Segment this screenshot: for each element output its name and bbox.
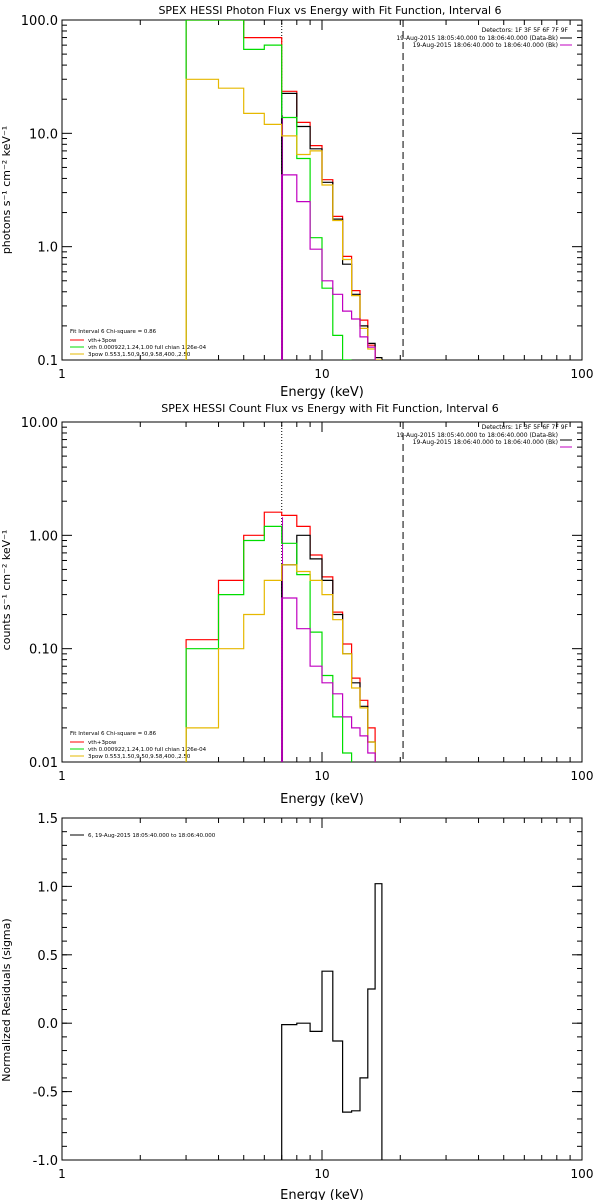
photon-flux-panel: SPEX HESSI Photon Flux vs Energy with Fi… xyxy=(0,4,593,400)
residuals-xlabel: Energy (keV) xyxy=(280,1188,364,1200)
photon-flux-y-tick-label: 100.0 xyxy=(21,14,58,29)
photon-flux-y-tick-label: 0.1 xyxy=(37,354,58,369)
count-flux-x-tick-label: 100 xyxy=(571,769,594,783)
residuals-y-tick-label: -0.5 xyxy=(33,1086,58,1101)
residuals-series-0 xyxy=(281,883,383,1160)
photon-flux-ylabel: photons s⁻¹ cm⁻² keV⁻¹ xyxy=(0,126,13,254)
residuals-panel: Energy (keV) Normalized Residuals (sigma… xyxy=(0,812,593,1200)
residuals-x-tick-label: 100 xyxy=(571,1167,594,1181)
count-flux-series-4 xyxy=(281,597,376,762)
count-flux-y-tick-label: 10.00 xyxy=(21,416,58,431)
count-flux-y-tick-label: 1.00 xyxy=(29,529,58,544)
count-flux-detectors: Detectors: 1F 3F 5F 6F 7F 9F xyxy=(482,424,569,431)
count-flux-series-2 xyxy=(185,525,353,762)
photon-flux-series-3 xyxy=(185,78,382,360)
photon-flux-xlabel: Energy (keV) xyxy=(280,385,364,400)
photon-flux-y-tick-label: 1.0 xyxy=(37,241,58,256)
residuals-y-tick-label: 1.0 xyxy=(37,880,58,895)
count-flux-ylabel: counts s⁻¹ cm⁻² keV⁻¹ xyxy=(0,530,13,651)
photon-flux-series-4 xyxy=(281,174,376,360)
count-flux-panel: SPEX HESSI Count Flux vs Energy with Fit… xyxy=(0,402,593,807)
photon-flux-x-tick-label: 100 xyxy=(571,367,594,381)
residuals-x-tick-label: 10 xyxy=(314,1167,329,1181)
count-flux-y-tick-label: 0.10 xyxy=(29,643,58,658)
count-flux-time-entry-0: 19-Aug-2015 18:05:40.000 to 18:06:40.000… xyxy=(396,432,558,439)
count-flux-legend-label-0: vth+3pow xyxy=(88,740,117,746)
residuals-y-tick-label: 0.5 xyxy=(37,949,58,964)
photon-flux-title: SPEX HESSI Photon Flux vs Energy with Fi… xyxy=(158,4,501,17)
photon-flux-y-tick-label: 10.0 xyxy=(29,127,58,142)
residuals-ylabel: Normalized Residuals (sigma) xyxy=(0,918,13,1081)
photon-flux-x-tick-label: 10 xyxy=(314,367,329,381)
count-flux-series-3 xyxy=(185,564,376,762)
photon-flux-x-tick-label: 1 xyxy=(58,367,66,381)
residuals-y-tick-label: 1.5 xyxy=(37,812,58,827)
count-flux-title: SPEX HESSI Count Flux vs Energy with Fit… xyxy=(161,402,498,415)
count-flux-xlabel: Energy (keV) xyxy=(280,792,364,807)
count-flux-legend-title: Fit Interval 6 Chi-square = 0.86 xyxy=(70,731,157,737)
photon-flux-time-entry-0: 19-Aug-2015 18:05:40.000 to 18:06:40.000… xyxy=(396,35,558,42)
count-flux-x-tick-label: 10 xyxy=(314,769,329,783)
count-flux-y-tick-label: 0.01 xyxy=(29,756,58,771)
photon-flux-detectors: Detectors: 1F 3F 5F 6F 7F 9F xyxy=(482,27,569,34)
count-flux-time-entry-1: 19-Aug-2015 18:06:40.000 to 18:06:40.000… xyxy=(413,439,558,446)
count-flux-legend-label-1: vth 0.000922,1.24,1.00 full chian 1.26e-… xyxy=(88,747,207,753)
residuals-x-tick-label: 1 xyxy=(58,1167,66,1181)
count-flux-x-tick-label: 1 xyxy=(58,769,66,783)
count-flux-series-1 xyxy=(281,534,376,762)
photon-flux-legend-title: Fit Interval 6 Chi-square = 0.86 xyxy=(70,329,157,335)
photon-flux-legend-label-2: 3pow 0.553,1.50,9.50,9.58,400.,2.50 xyxy=(88,352,191,358)
count-flux-legend-label-2: 3pow 0.553,1.50,9.50,9.58,400.,2.50 xyxy=(88,754,191,760)
photon-flux-legend-label-1: vth 0.000922,1.24,1.00 full chian 1.26e-… xyxy=(88,345,207,351)
photon-flux-time-entry-1: 19-Aug-2015 18:06:40.000 to 18:06:40.000… xyxy=(413,42,558,49)
residuals-y-tick-label: -1.0 xyxy=(33,1154,58,1169)
residuals-y-tick-label: 0.0 xyxy=(37,1017,58,1032)
residuals-legend-label: 6, 19-Aug-2015 18:05:40.000 to 18:06:40.… xyxy=(88,833,216,839)
photon-flux-legend-label-0: vth+3pow xyxy=(88,338,117,344)
